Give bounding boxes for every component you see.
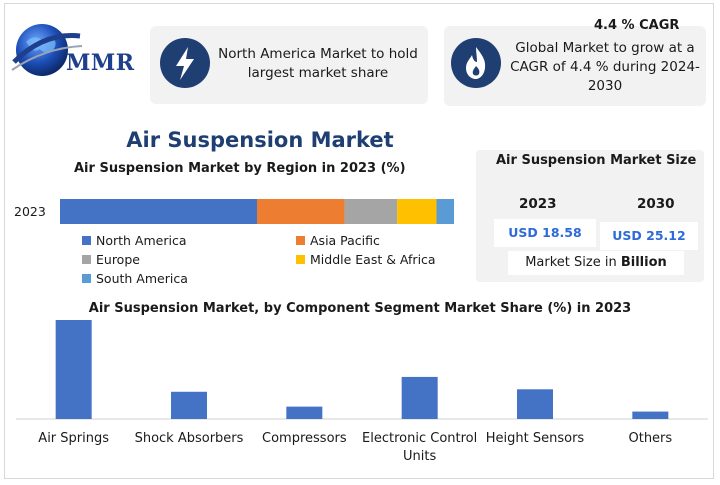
bar-electronic-control-units (401, 376, 438, 419)
year-2030-label: 2030 (637, 196, 675, 212)
value-2023: USD 18.58 (494, 219, 596, 247)
stack-segment-asia-pacific (257, 199, 345, 224)
component-chart-title: Air Suspension Market, by Component Segm… (88, 301, 632, 316)
unit-prefix: Market Size in (525, 255, 621, 270)
value-2030: USD 25.12 (600, 222, 698, 250)
unit-bold: Billion (620, 255, 667, 270)
legend-swatch (82, 255, 91, 264)
stack-segment-south-america (436, 199, 454, 224)
stack-segment-middle-east-africa (397, 199, 437, 224)
region-card-text: North America Market to hold largest mar… (218, 46, 418, 81)
tick-label-height-sensors: Height Sensors (485, 431, 585, 446)
page-title: Air Suspension Market (126, 128, 394, 152)
region-chart-title: Air Suspension Market by Region in 2023 … (74, 161, 406, 176)
year-2023-label: 2023 (519, 196, 557, 212)
tick-label-electronic-control-units: Electronic Control Units (362, 431, 478, 464)
legend-asia-pacific: Asia Pacific (296, 233, 380, 248)
brand-name: MMR (66, 50, 135, 76)
legend-swatch (296, 255, 305, 264)
legend-label: Asia Pacific (310, 233, 380, 248)
bar-shock-absorbers (171, 391, 207, 419)
legend-south-america: South America (82, 271, 188, 286)
cagr-card-text: Global Market to grow at a CAGR of 4.4 %… (510, 40, 700, 94)
legend-label: Europe (96, 252, 140, 267)
stack-segment-europe (344, 199, 398, 224)
region-category-label: 2023 (14, 204, 46, 219)
legend-swatch (296, 236, 305, 245)
bar-compressors (286, 406, 323, 419)
lightning-icon (160, 38, 210, 88)
unit-caption: Market Size in Billion (508, 251, 684, 275)
market-size-title: Air Suspension Market Size (496, 153, 697, 168)
tick-label-shock-absorbers: Shock Absorbers (134, 431, 244, 446)
cagr-label: 4.4 % CAGR (594, 18, 680, 33)
tick-label-compressors: Compressors (262, 431, 347, 446)
legend-middle-east-africa: Middle East & Africa (296, 252, 436, 267)
stack-segment-north-america (60, 199, 257, 224)
legend-label: Middle East & Africa (310, 252, 436, 267)
legend-north-america: North America (82, 233, 187, 248)
legend-label: North America (96, 233, 187, 248)
flame-icon (451, 38, 501, 88)
infographic-frame (4, 3, 714, 479)
legend-swatch (82, 236, 91, 245)
bar-others (632, 411, 669, 419)
tick-label-air-springs: Air Springs (38, 431, 110, 446)
legend-swatch (82, 274, 91, 283)
bar-air-springs (55, 320, 92, 419)
legend-label: South America (96, 271, 188, 286)
bar-height-sensors (517, 389, 553, 419)
legend-europe: Europe (82, 252, 140, 267)
tick-label-others: Others (628, 431, 673, 446)
